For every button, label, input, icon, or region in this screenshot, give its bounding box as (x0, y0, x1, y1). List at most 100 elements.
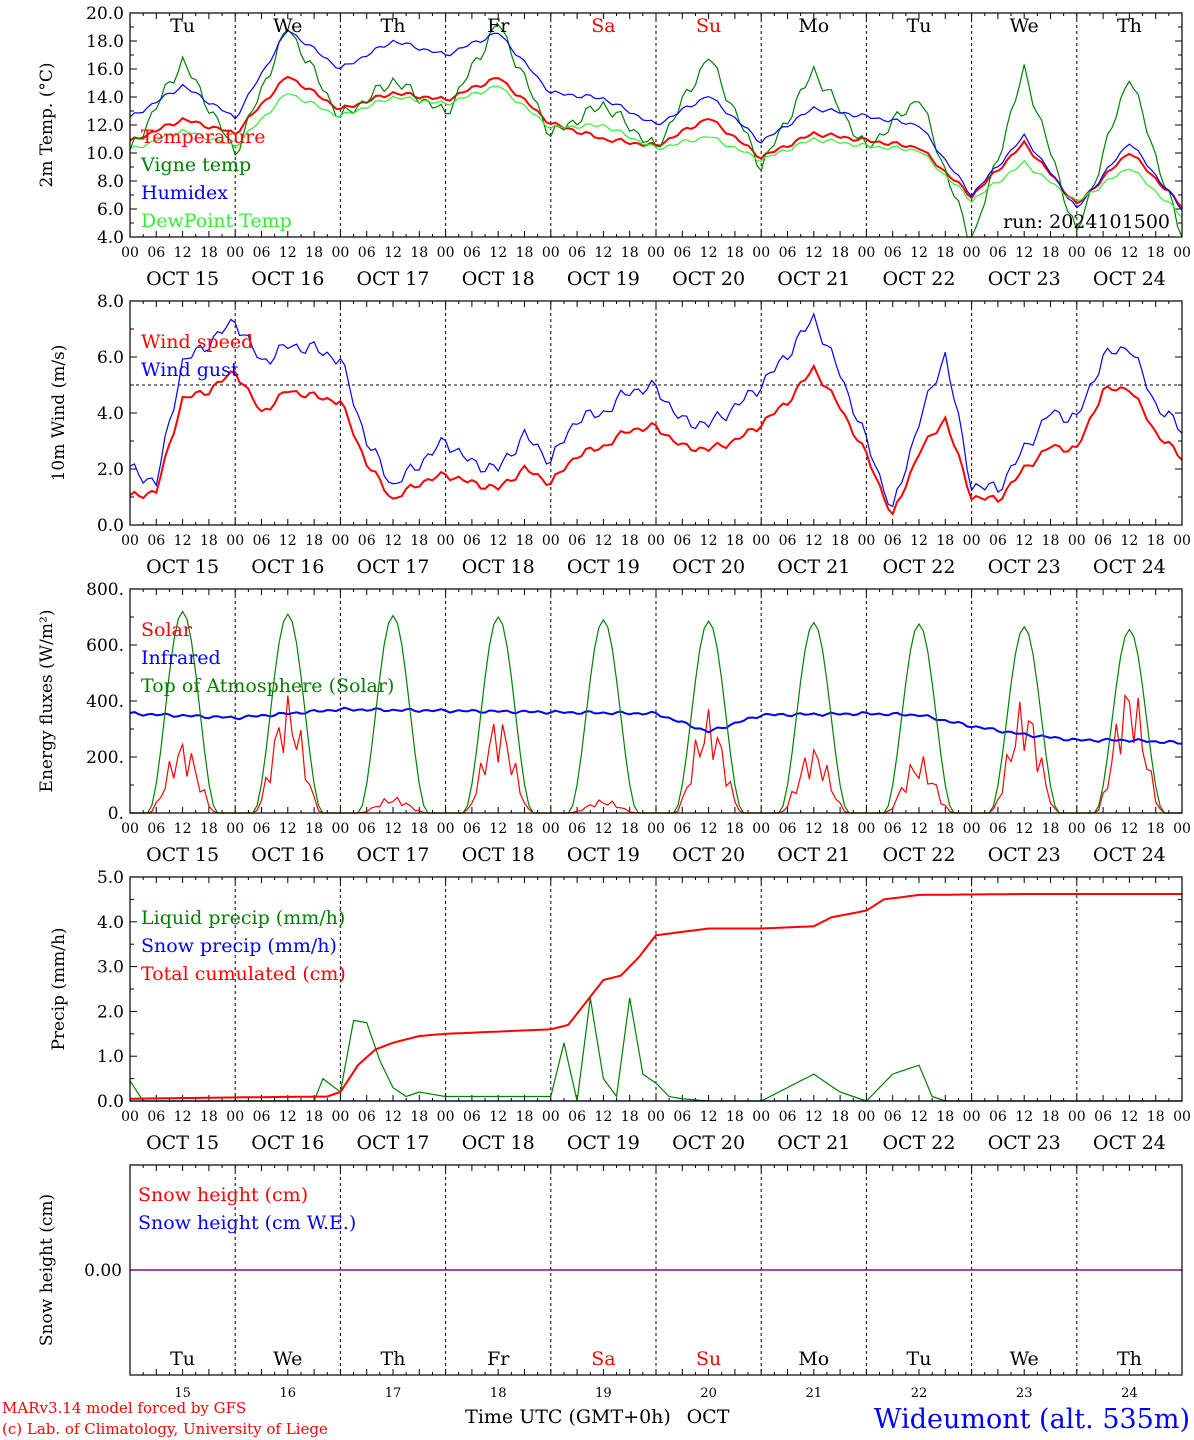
x-date-label: OCT 18 (462, 268, 535, 290)
x-hour-label: 00 (542, 821, 560, 837)
x-date-label: OCT 19 (567, 1132, 640, 1154)
y-axis-title: 10m Wind (m/s) (49, 345, 69, 482)
x-hour-label: 06 (884, 533, 902, 549)
x-hour-label: 18 (831, 821, 849, 837)
x-hour-label: 06 (884, 821, 902, 837)
x-date-label: OCT 17 (356, 556, 429, 578)
day-number: 17 (385, 1386, 402, 1401)
x-axis-unit: OCT (687, 1406, 730, 1428)
x-hour-label: 00 (752, 821, 770, 837)
x-hour-label: 06 (463, 533, 481, 549)
y-tick-label: 600. (86, 636, 124, 656)
day-number: 22 (911, 1386, 928, 1401)
x-date-label: OCT 24 (1093, 1132, 1166, 1154)
x-hour-label: 06 (989, 1109, 1007, 1125)
series-line (129, 312, 1183, 508)
y-tick-label: 10.0 (86, 144, 124, 164)
y-tick-label: 8.0 (97, 292, 124, 312)
lab-credit: (c) Lab. of Climatology, University of L… (2, 1420, 328, 1438)
weekday-label: Fr (487, 15, 510, 37)
x-date-label: OCT 20 (672, 1132, 745, 1154)
x-hour-label: 12 (1015, 1109, 1033, 1125)
x-hour-label: 06 (568, 533, 586, 549)
weekday-label: Th (1117, 15, 1142, 37)
legend-entry: Wind gust (141, 359, 239, 381)
x-hour-label: 00 (752, 245, 770, 261)
x-hour-label: 00 (1173, 821, 1191, 837)
x-hour-label: 06 (989, 245, 1007, 261)
weekday-label: We (273, 15, 302, 37)
y-tick-label: 4.0 (97, 404, 124, 424)
x-hour-label: 18 (410, 245, 428, 261)
legend-entry: Temperature (141, 126, 265, 148)
x-hour-label: 06 (147, 1109, 165, 1125)
x-date-label: OCT 15 (146, 1132, 219, 1154)
x-hour-label: 06 (463, 821, 481, 837)
x-hour-label: 12 (700, 533, 718, 549)
x-date-label: OCT 22 (882, 556, 955, 578)
x-axis-title: Time UTC (GMT+0h) (465, 1406, 671, 1428)
x-hour-label: 00 (1068, 821, 1086, 837)
panel-precip: 0.0 1.0 2.0 3.0 4.0 5.0 Precip (mm/h) Liquid pr… (49, 868, 1191, 1154)
x-hour-label: 06 (358, 1109, 376, 1125)
x-hour-label: 06 (884, 245, 902, 261)
x-date-label: OCT 24 (1093, 556, 1166, 578)
x-hour-label: 18 (200, 245, 218, 261)
y-tick-label: 0.0 (97, 516, 124, 536)
x-hour-label: 12 (279, 821, 297, 837)
x-hour-label: 06 (779, 821, 797, 837)
x-date-label: OCT 23 (988, 1132, 1061, 1154)
y-tick-label: 0. (108, 804, 124, 824)
x-hour-label: 00 (437, 1109, 455, 1125)
x-hour-label: 12 (805, 245, 823, 261)
weekday-label: We (1010, 1348, 1039, 1370)
x-hour-label: 18 (410, 533, 428, 549)
plot-frame (129, 300, 1183, 526)
x-date-label: OCT 18 (462, 844, 535, 866)
x-date-label: OCT 16 (251, 1132, 324, 1154)
x-hour-label: 12 (910, 245, 928, 261)
x-hour-label: 18 (831, 1109, 849, 1125)
y-tick-label: 200. (86, 748, 124, 768)
x-hour-label: 00 (963, 533, 981, 549)
x-hour-label: 06 (253, 533, 271, 549)
panel-wind: 0.0 2.0 4.0 6.0 8.0 10m Wind (m/s) Wind speed W… (49, 292, 1191, 578)
x-hour-label: 00 (437, 245, 455, 261)
x-hour-label: 00 (1068, 533, 1086, 549)
x-hour-label: 06 (1094, 245, 1112, 261)
x-hour-label: 06 (989, 533, 1007, 549)
x-hour-label: 00 (542, 533, 560, 549)
x-hour-label: 06 (673, 1109, 691, 1125)
weekday-label: Tu (170, 1348, 195, 1370)
weekday-label: Th (1117, 1348, 1142, 1370)
x-hour-label: 12 (700, 821, 718, 837)
legend-entry: Total cumulated (cm) (141, 963, 346, 985)
x-date-label: OCT 16 (251, 556, 324, 578)
weekday-label: Sa (591, 1348, 615, 1370)
model-credit: MARv3.14 model forced by GFS (2, 1399, 246, 1417)
x-hour-label: 00 (857, 533, 875, 549)
x-hour-label: 18 (831, 245, 849, 261)
x-hour-label: 00 (1173, 533, 1191, 549)
x-date-label: OCT 21 (777, 268, 850, 290)
x-date-label: OCT 21 (777, 556, 850, 578)
x-hour-label: 06 (358, 821, 376, 837)
x-hour-label: 12 (700, 245, 718, 261)
x-hour-label: 00 (542, 1109, 560, 1125)
x-hour-label: 18 (200, 821, 218, 837)
x-hour-label: 18 (516, 821, 534, 837)
x-date-label: OCT 23 (988, 268, 1061, 290)
y-tick-label: 18.0 (86, 32, 124, 52)
x-hour-label: 06 (779, 245, 797, 261)
x-hour-label: 18 (1042, 821, 1060, 837)
x-hour-label: 00 (226, 1109, 244, 1125)
x-hour-label: 12 (805, 1109, 823, 1125)
day-number: 20 (700, 1386, 717, 1401)
x-hour-label: 00 (1068, 1109, 1086, 1125)
run-label: run: 2024101500 (1003, 211, 1170, 233)
x-hour-label: 12 (1015, 821, 1033, 837)
x-hour-label: 06 (989, 821, 1007, 837)
x-hour-label: 00 (331, 1109, 349, 1125)
y-tick-label: 5.0 (97, 868, 124, 888)
x-date-label: OCT 16 (251, 844, 324, 866)
